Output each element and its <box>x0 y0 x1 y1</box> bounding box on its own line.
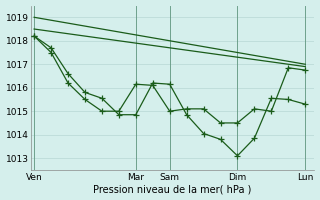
X-axis label: Pression niveau de la mer( hPa ): Pression niveau de la mer( hPa ) <box>93 184 252 194</box>
